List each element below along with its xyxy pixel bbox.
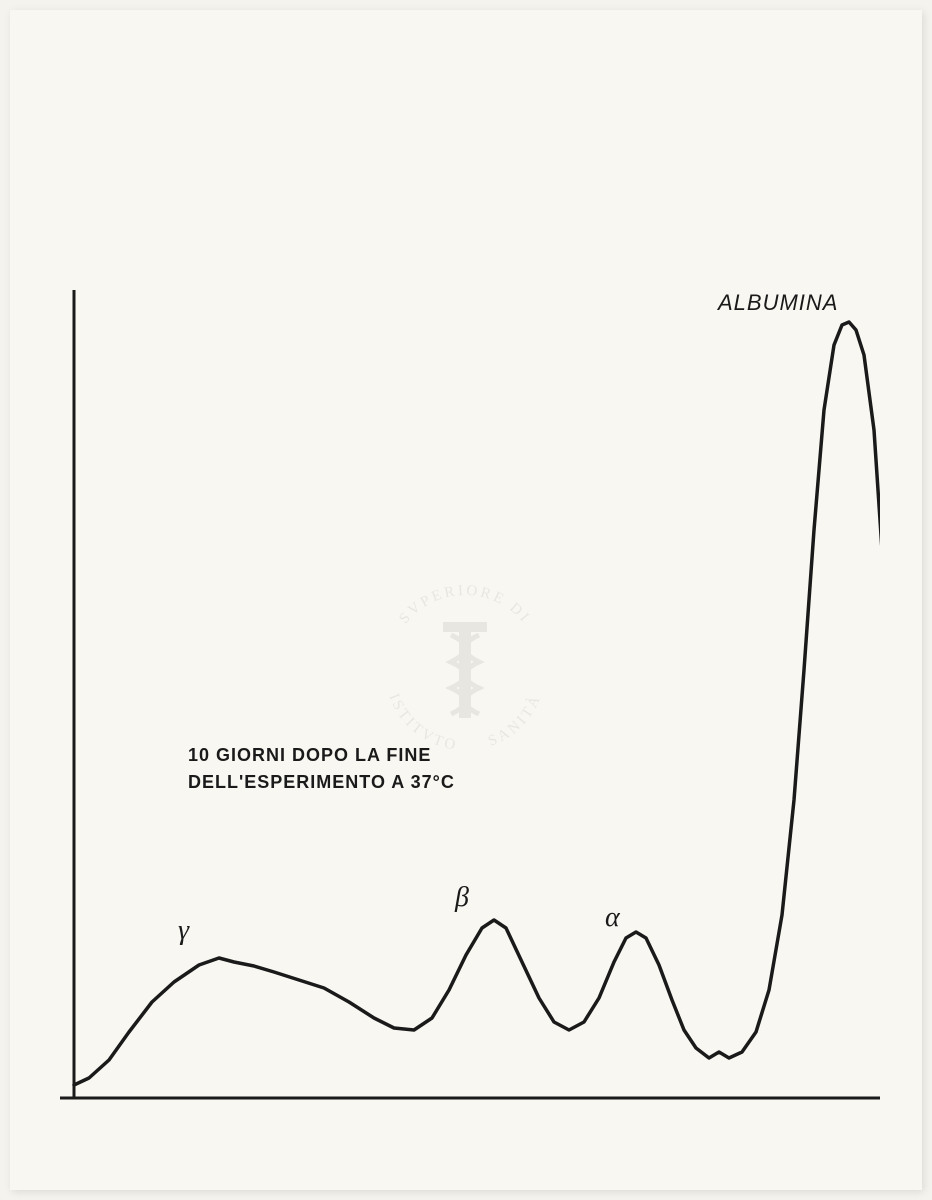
peak-label-beta: β bbox=[455, 882, 469, 914]
electrophoresis-curve bbox=[74, 322, 880, 1085]
electrophoresis-chart bbox=[60, 290, 880, 1120]
peak-label-gamma: γ bbox=[178, 915, 189, 947]
peak-label-alpha: α bbox=[605, 902, 620, 934]
paper-background: SVPERIORE DI ISTITVTO SANITÀ γ β bbox=[10, 10, 922, 1190]
chart-area: γ β α ALBUMINA 10 GIORNI DOPO LA FINE DE… bbox=[60, 290, 880, 1120]
annotation-line-2: DELL'ESPERIMENTO A 37°C bbox=[188, 769, 455, 796]
gamma-symbol: γ bbox=[178, 915, 189, 946]
alpha-symbol: α bbox=[605, 902, 620, 933]
beta-symbol: β bbox=[455, 882, 469, 913]
peak-label-albumina: ALBUMINA bbox=[718, 290, 838, 316]
annotation-line-1: 10 GIORNI DOPO LA FINE bbox=[188, 742, 455, 769]
annotation-text: 10 GIORNI DOPO LA FINE DELL'ESPERIMENTO … bbox=[188, 742, 455, 796]
albumina-text: ALBUMINA bbox=[718, 290, 838, 315]
